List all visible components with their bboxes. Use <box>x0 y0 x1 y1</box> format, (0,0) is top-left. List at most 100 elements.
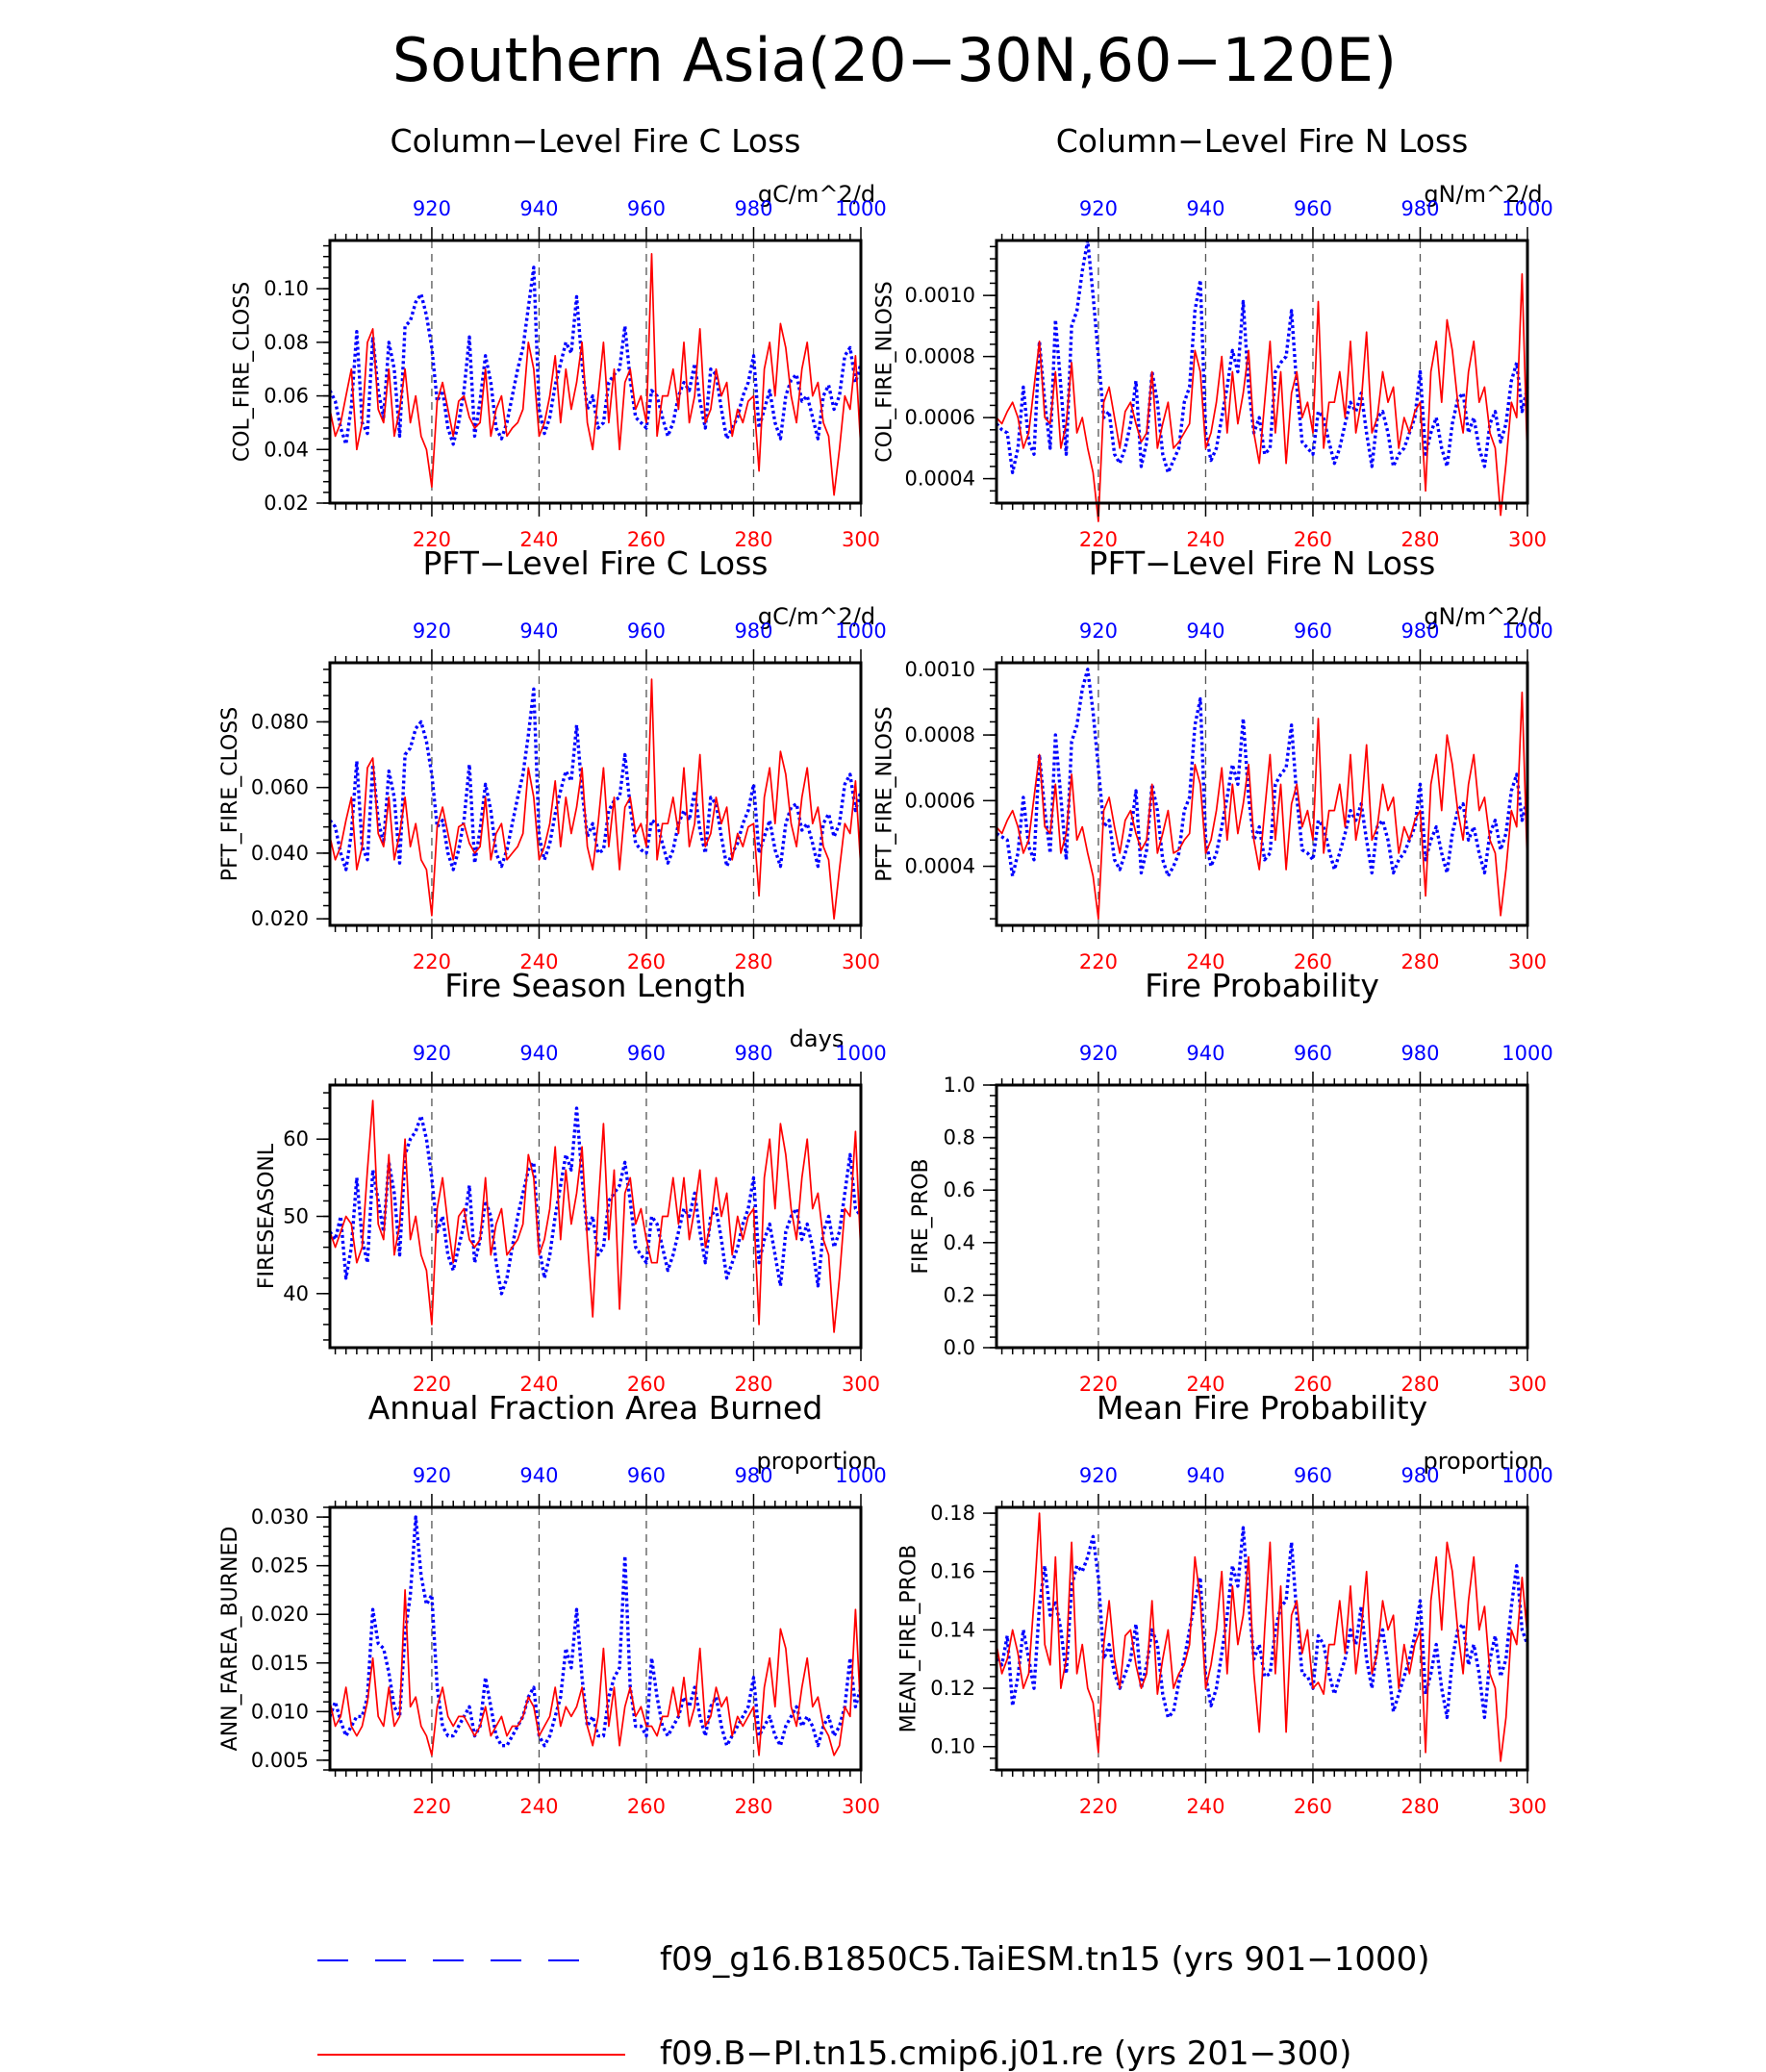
y-tick-label: 0.10 <box>930 1735 975 1758</box>
panel-title: PFT−Level Fire N Loss <box>1089 544 1436 582</box>
x-tick-label-top: 1000 <box>1501 619 1552 643</box>
y-tick-label: 0.0010 <box>905 284 975 307</box>
units-label: gN/m^2/d <box>1424 181 1542 208</box>
x-tick-label-bottom: 280 <box>1400 1373 1439 1396</box>
x-tick-label-top: 1000 <box>835 1042 886 1065</box>
x-tick-label-top: 940 <box>519 1464 558 1487</box>
x-tick-label-bottom: 300 <box>1508 1795 1547 1818</box>
y-axis-label: PFT_FIRE_CLOSS <box>218 707 242 881</box>
y-axis-label: MEAN_FIRE_PROB <box>897 1545 921 1733</box>
x-tick-label-bottom: 280 <box>734 528 772 551</box>
y-tick-label: 0.18 <box>930 1502 975 1525</box>
x-tick-label-bottom: 260 <box>1294 950 1332 973</box>
x-tick-label-top: 920 <box>413 1042 451 1065</box>
y-tick-label: 50 <box>283 1205 309 1228</box>
panel-title: Fire Season Length <box>444 967 745 1004</box>
panel-grid: Column−Level Fire C Loss gC/m^2/d 220 240 26… <box>218 122 1553 1818</box>
x-tick-label-bottom: 220 <box>1079 950 1118 973</box>
x-tick-label-top: 960 <box>1294 197 1332 220</box>
y-tick-label: 0.6 <box>944 1178 975 1201</box>
x-tick-label-top: 920 <box>413 1464 451 1487</box>
x-tick-label-bottom: 220 <box>413 1373 451 1396</box>
series-line-red <box>329 1589 862 1756</box>
x-tick-label-top: 920 <box>1079 197 1118 220</box>
y-tick-label: 0.005 <box>251 1749 309 1772</box>
x-tick-label-bottom: 260 <box>1294 1795 1332 1818</box>
x-tick-label-bottom: 240 <box>1186 1373 1224 1396</box>
x-tick-label-bottom: 260 <box>1294 528 1332 551</box>
x-tick-label-bottom: 240 <box>519 1373 558 1396</box>
x-tick-label-bottom: 260 <box>627 1373 666 1396</box>
y-tick-label: 0.06 <box>264 385 309 408</box>
panel-5: Fire Season Length days 220 240 260 280 300 920… <box>255 967 887 1396</box>
x-tick-label-bottom: 300 <box>1508 1373 1547 1396</box>
x-tick-label-bottom: 300 <box>842 950 880 973</box>
y-tick-label: 0.08 <box>264 331 309 354</box>
y-tick-label: 0.0006 <box>905 789 975 812</box>
x-tick-label-bottom: 260 <box>627 1795 666 1818</box>
units-label: proportion <box>1423 1448 1543 1475</box>
x-tick-label-bottom: 280 <box>734 950 772 973</box>
y-axis-label: FIRE_PROB <box>909 1158 933 1274</box>
y-axis-label: ANN_FAREA_BURNED <box>218 1527 242 1752</box>
x-tick-label-bottom: 220 <box>413 1795 451 1818</box>
plot-frame <box>328 1505 863 1772</box>
y-axis-label: PFT_FIRE_NLOSS <box>872 706 896 881</box>
x-tick-label-top: 920 <box>1079 1042 1118 1065</box>
y-tick-label: 1.0 <box>944 1074 975 1097</box>
y-tick-label: 0.040 <box>251 842 309 865</box>
units-label: gC/m^2/d <box>758 181 875 208</box>
x-tick-label-top: 980 <box>1400 1042 1439 1065</box>
legend-blue-label: f09_g16.B1850C5.TaiESM.tn15 (yrs 901−100… <box>660 1940 1430 1979</box>
x-tick-label-top: 940 <box>519 197 558 220</box>
legend-red-label: f09.B−PI.tn15.cmip6.j01.re (yrs 201−300) <box>660 2034 1351 2072</box>
y-tick-label: 0.020 <box>251 1603 309 1626</box>
y-tick-label: 0.020 <box>251 907 309 930</box>
panel-title: Fire Probability <box>1145 967 1379 1004</box>
x-tick-label-top: 1000 <box>1501 1464 1552 1487</box>
panel-title: Mean Fire Probability <box>1097 1389 1427 1427</box>
x-tick-label-top: 1000 <box>835 1464 886 1487</box>
y-tick-label: 0.0006 <box>905 406 975 429</box>
x-tick-label-top: 1000 <box>1501 1042 1552 1065</box>
x-tick-label-bottom: 220 <box>1079 1373 1118 1396</box>
panel-title: Column−Level Fire C Loss <box>391 122 801 160</box>
x-tick-label-top: 980 <box>1400 619 1439 643</box>
x-tick-label-bottom: 260 <box>627 950 666 973</box>
x-tick-label-top: 1000 <box>835 619 886 643</box>
series-line-red <box>996 273 1528 522</box>
x-tick-label-top: 940 <box>519 1042 558 1065</box>
y-tick-label: 0.060 <box>251 776 309 799</box>
y-tick-label: 0.4 <box>944 1231 975 1254</box>
y-tick-label: 0.030 <box>251 1505 309 1529</box>
y-tick-label: 60 <box>283 1127 309 1150</box>
x-tick-label-bottom: 280 <box>1400 528 1439 551</box>
panel-1: Column−Level Fire C Loss gC/m^2/d 220 240 26… <box>231 122 887 551</box>
plot-frame <box>995 1505 1529 1772</box>
x-tick-label-bottom: 280 <box>734 1373 772 1396</box>
x-tick-label-top: 1000 <box>835 197 886 220</box>
series-line-red <box>996 1512 1528 1762</box>
x-tick-label-bottom: 280 <box>734 1795 772 1818</box>
y-tick-label: 0.010 <box>251 1700 309 1723</box>
legend: f09_g16.B1850C5.TaiESM.tn15 (yrs 901−100… <box>317 1940 1430 2072</box>
x-tick-label-top: 940 <box>1186 619 1224 643</box>
plot-frame <box>328 239 863 505</box>
x-tick-label-top: 960 <box>627 197 666 220</box>
series-line-red <box>329 1099 862 1333</box>
x-tick-label-bottom: 220 <box>413 528 451 551</box>
panel-2: Column−Level Fire N Loss gN/m^2/d 220 240 26… <box>872 122 1552 551</box>
plot-frame <box>995 239 1529 505</box>
y-tick-label: 0.10 <box>264 277 309 300</box>
x-tick-label-bottom: 240 <box>519 1795 558 1818</box>
x-tick-label-top: 980 <box>1400 1464 1439 1487</box>
x-tick-label-top: 920 <box>413 197 451 220</box>
panel-3: PFT−Level Fire C Loss gC/m^2/d 220 240 260 28… <box>218 544 887 973</box>
x-tick-label-top: 980 <box>734 1042 772 1065</box>
series-line-red <box>329 678 862 921</box>
x-tick-label-top: 920 <box>1079 1464 1118 1487</box>
x-tick-label-top: 960 <box>1294 619 1332 643</box>
y-tick-label: 0.0008 <box>905 723 975 746</box>
x-tick-label-top: 920 <box>1079 619 1118 643</box>
